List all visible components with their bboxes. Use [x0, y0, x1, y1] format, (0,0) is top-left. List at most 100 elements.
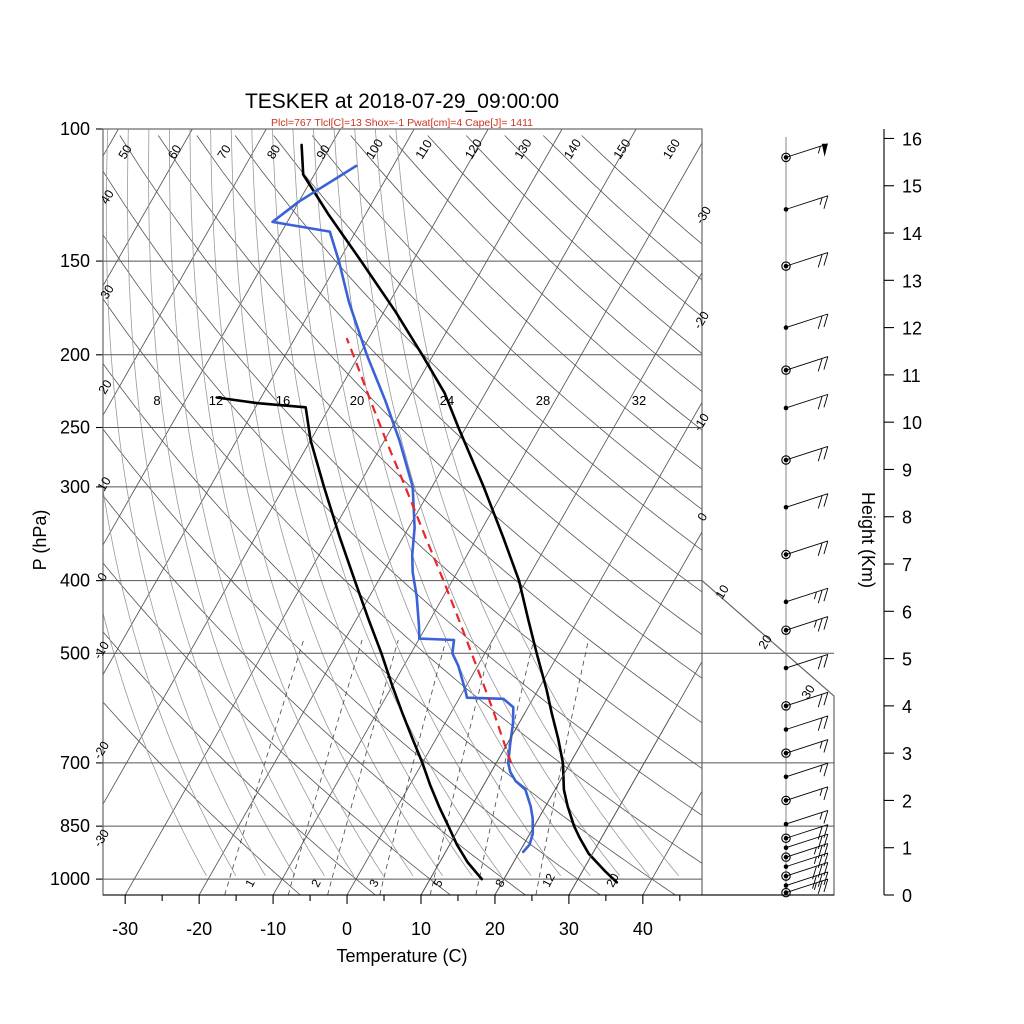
- grid-layer: [103, 128, 702, 895]
- p-tick-label: 850: [60, 816, 90, 836]
- p-tick-label: 200: [60, 345, 90, 365]
- height-tick-label: 14: [902, 224, 922, 244]
- height-tick-label: 12: [902, 319, 922, 339]
- moist-adiabat-label: 32: [632, 393, 646, 408]
- x-tick-label: 40: [633, 919, 653, 939]
- wind-barb: [781, 691, 829, 711]
- dry-adiabat-label: 160: [660, 136, 683, 161]
- wind-barb: [783, 195, 829, 212]
- wind-barb: [781, 878, 829, 898]
- wind-barb: [783, 715, 829, 732]
- moist-adiabat-label: 16: [276, 393, 290, 408]
- p-tick-label: 700: [60, 753, 90, 773]
- x-tick-label: -20: [186, 919, 212, 939]
- dry-adiabat-label: 70: [215, 142, 234, 161]
- series-parcel-path: [345, 337, 513, 764]
- wind-barb: [781, 843, 829, 862]
- x-tick-label: 10: [411, 919, 431, 939]
- height-tick-label: 4: [902, 697, 912, 717]
- isotherm-label-right: -10: [691, 411, 712, 434]
- wind-barb: [783, 762, 829, 780]
- dry-adiabat-label: 100: [363, 136, 386, 161]
- wind-barb: [781, 862, 829, 881]
- mixing-ratio-label: 1: [242, 877, 258, 890]
- x-tick-label: 0: [342, 919, 352, 939]
- wind-barb: [783, 654, 829, 671]
- series-dewpoint: [271, 164, 535, 854]
- data-curves-layer: [215, 143, 619, 884]
- mixing-ratio-label: 20: [603, 871, 622, 890]
- height-tick-label: 11: [902, 366, 921, 386]
- height-tick-label: 0: [902, 886, 912, 906]
- wind-barb: [783, 833, 829, 851]
- y2-axis-label: Height (Km): [858, 492, 878, 588]
- isotherm-label-right: -20: [691, 309, 712, 332]
- dry-adiabat-label: 50: [116, 142, 135, 161]
- x-tick-label: 30: [559, 919, 579, 939]
- height-tick-label: 6: [902, 602, 912, 622]
- wind-barb: [783, 587, 829, 605]
- mixing-ratio-label: 5: [430, 877, 446, 890]
- p-tick-label: 150: [60, 251, 90, 271]
- dry-adiabat-label: 110: [413, 137, 435, 161]
- moist-adiabat-label: 12: [209, 393, 223, 408]
- p-tick-label: 100: [60, 119, 90, 139]
- x-tick-label: -10: [260, 919, 286, 939]
- wind-barb-layer: [781, 137, 829, 898]
- height-tick-label: 1: [902, 839, 912, 859]
- p-tick-label: 250: [60, 417, 90, 437]
- series-temperature: [300, 143, 619, 884]
- height-tick-label: 2: [902, 791, 912, 811]
- isotherm-label-left: -10: [91, 639, 112, 662]
- wind-barb: [781, 356, 829, 375]
- isotherm-label-left: 20: [96, 377, 115, 396]
- moist-adiabat-label: 20: [350, 393, 364, 408]
- isotherm-label-left: 30: [98, 282, 117, 301]
- wind-barb: [783, 871, 829, 889]
- y-axis-label: P (hPa): [30, 510, 50, 571]
- mixing-ratio-label: 3: [366, 877, 382, 890]
- index-subtitle: Plcl=767 Tlcl[C]=13 Shox=-1 Pwat[cm]=4 C…: [271, 117, 533, 129]
- dry-adiabat-label: 60: [165, 142, 184, 161]
- isotherm-label-left: -30: [91, 827, 112, 850]
- dry-adiabat-label: 80: [264, 142, 283, 161]
- isotherm-label-right: 20: [756, 632, 775, 651]
- wind-barb: [781, 824, 829, 844]
- x-axis-label: Temperature (C): [336, 946, 467, 966]
- height-tick-label: 8: [902, 508, 912, 528]
- height-tick-label: 13: [902, 271, 922, 291]
- x-tick-label: 20: [485, 919, 505, 939]
- mixing-ratio-label: 8: [492, 877, 508, 890]
- p-tick-label: 1000: [50, 869, 90, 889]
- wind-barb: [781, 616, 829, 635]
- wind-barb: [781, 540, 829, 560]
- p-tick-label: 400: [60, 571, 90, 591]
- height-tick-label: 3: [902, 744, 912, 764]
- isotherm-label-right: 10: [713, 582, 732, 601]
- wind-barb: [783, 493, 829, 510]
- title-group: TESKER at 2018-07-29_09:00:00 Plcl=767 T…: [245, 90, 559, 129]
- dry-adiabat-label: 130: [512, 136, 535, 161]
- moist-adiabat-label: 8: [153, 393, 160, 408]
- isotherm-label-left: -20: [91, 739, 112, 762]
- x-tick-label: -30: [112, 919, 138, 939]
- p-tick-label: 500: [60, 643, 90, 663]
- wind-barb: [783, 313, 829, 330]
- height-tick-label: 15: [902, 177, 922, 197]
- dry-adiabat-label: 90: [314, 142, 333, 161]
- mixing-ratio-label: 12: [539, 871, 558, 890]
- moist-adiabat-label: 28: [536, 393, 550, 408]
- isotherm-label-right: -30: [693, 204, 714, 227]
- mixing-ratio-label: 2: [308, 877, 324, 890]
- wind-barb: [781, 143, 828, 163]
- height-tick-label: 7: [902, 555, 912, 575]
- isotherm-label-left: 10: [95, 474, 114, 493]
- moist-adiabat-label: 24: [440, 393, 454, 408]
- height-tick-label: 16: [902, 129, 922, 149]
- height-tick-label: 10: [902, 413, 922, 433]
- height-tick-label: 9: [902, 460, 912, 480]
- page-title: TESKER at 2018-07-29_09:00:00: [245, 90, 559, 113]
